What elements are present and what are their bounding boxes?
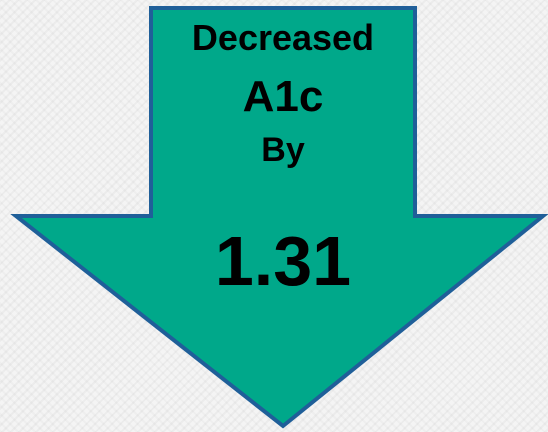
callout-line-by: By [261,131,305,169]
callout-line-decreased: Decreased [191,17,375,58]
callout-line-a1c: A1c [242,72,324,121]
callout-value: 1.31 [214,222,352,300]
